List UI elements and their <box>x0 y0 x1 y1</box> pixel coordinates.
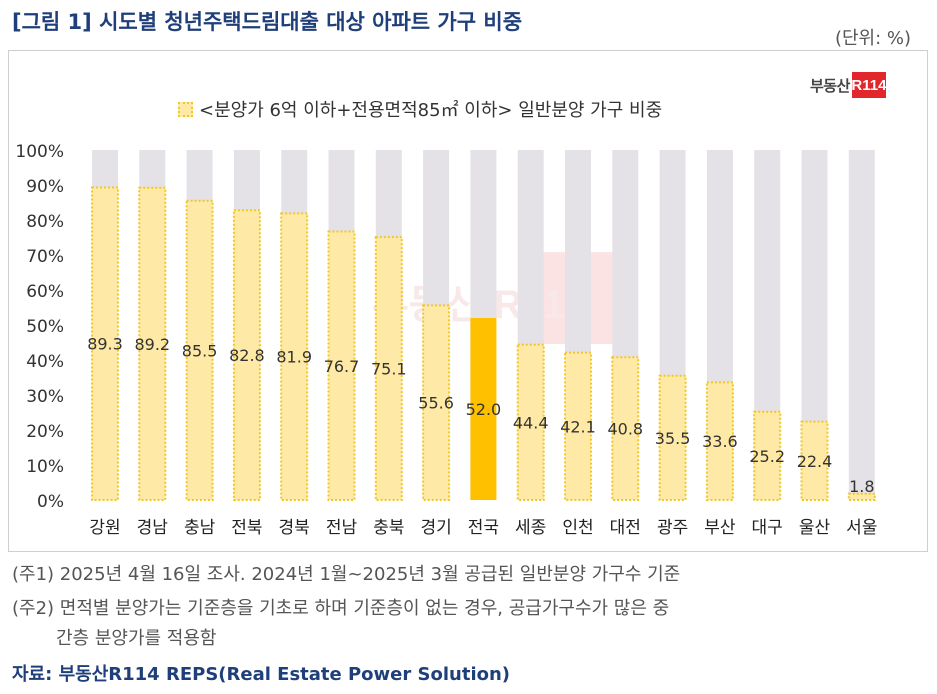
data-label: 33.6 <box>702 432 738 451</box>
data-label: 81.9 <box>276 348 312 367</box>
background-bar <box>848 150 875 500</box>
data-label: 89.2 <box>134 335 170 354</box>
y-tick-label: 60% <box>26 282 64 302</box>
x-tick-label: 세종 <box>515 518 546 538</box>
y-tick-label: 100% <box>15 142 64 162</box>
bar <box>658 374 687 501</box>
bar <box>422 304 451 501</box>
x-axis: 강원 경남 충남 전북 경북 전남 충북 경기 전국 세종 인천 대전 광주 부산 대구 울산 서울 <box>89 518 877 538</box>
x-tick-label: 충남 <box>184 518 216 538</box>
y-tick-label: 50% <box>26 317 64 337</box>
source-credit: 자료: 부동산R114 REPS(Real Estate Power Solut… <box>12 664 511 685</box>
data-label: 44.4 <box>513 413 549 432</box>
bars-group: 89.3 89.2 85.5 82.8 81.9 76.7 75.1 55.6 52.0 44.4… <box>87 150 876 502</box>
x-tick-label: 광주 <box>657 518 688 538</box>
x-tick-label: 충북 <box>373 518 404 538</box>
bar <box>327 230 356 502</box>
x-tick-label: 대전 <box>610 518 641 538</box>
data-label: 42.1 <box>560 417 596 436</box>
logo-text: 부동산 <box>810 76 850 95</box>
bar <box>91 186 119 501</box>
data-label: 85.5 <box>182 341 218 360</box>
x-tick-label: 강원 <box>89 518 120 538</box>
data-label: 1.8 <box>849 477 874 496</box>
x-tick-label: 경북 <box>279 518 310 538</box>
legend: <분양가 6억 이하+전용면적85㎡ 이하> 일반분양 가구 비중 <box>178 96 662 122</box>
x-tick-label: 전국 <box>468 518 499 538</box>
bar <box>280 212 309 501</box>
y-tick-label: 20% <box>26 422 64 442</box>
bar <box>753 410 782 501</box>
data-label: 35.5 <box>655 429 691 448</box>
x-tick-label: 전남 <box>326 518 358 538</box>
bar <box>138 186 167 502</box>
bar <box>611 356 640 502</box>
x-tick-label: 울산 <box>799 518 831 538</box>
data-label: 76.7 <box>324 357 360 376</box>
data-label: 40.8 <box>607 420 643 439</box>
brand-logo: 부동산 R114 <box>810 72 886 98</box>
bar-highlight <box>470 318 497 500</box>
x-tick-label: 서울 <box>846 518 877 538</box>
y-tick-label: 40% <box>26 352 64 372</box>
y-tick-label: 90% <box>26 177 64 197</box>
y-tick-label: 0% <box>37 492 64 512</box>
x-tick-label: 부산 <box>704 518 736 538</box>
x-tick-label: 인천 <box>562 518 593 538</box>
x-tick-label: 경기 <box>420 518 451 538</box>
figure-title: [그림 1] 시도별 청년주택드림대출 대상 아파트 가구 비중 <box>12 10 523 34</box>
logo-box: R114 <box>851 72 886 98</box>
unit-label: (단위: %) <box>834 28 911 49</box>
legend-swatch <box>178 101 193 117</box>
data-label: 22.4 <box>797 452 833 471</box>
bar <box>232 209 261 501</box>
bar <box>516 343 545 501</box>
data-label: 89.3 <box>87 335 123 354</box>
data-label: 55.6 <box>418 394 454 413</box>
x-tick-label: 대구 <box>752 518 783 538</box>
note-2-continued: 간층 분양가를 적용함 <box>56 628 217 649</box>
bar <box>374 236 403 501</box>
data-label: 75.1 <box>371 360 407 379</box>
y-tick-label: 80% <box>26 212 64 232</box>
bar <box>705 381 734 501</box>
y-axis: 0% 10% 20% 30% 40% 50% 60% 70% 80% 90% 100% <box>15 142 64 512</box>
data-label: 25.2 <box>749 447 785 466</box>
legend-label: <분양가 6억 이하+전용면적85㎡ 이하> 일반분양 가구 비중 <box>199 100 663 121</box>
data-label: 82.8 <box>229 346 265 365</box>
y-tick-label: 10% <box>26 457 64 477</box>
bar <box>847 492 876 502</box>
note-1: (주1) 2025년 4월 16일 조사. 2024년 1월~2025년 3월 … <box>12 564 681 585</box>
bar <box>564 351 592 501</box>
y-tick-label: 30% <box>26 387 64 407</box>
bar <box>800 420 829 502</box>
bar <box>185 199 214 501</box>
data-label: 52.0 <box>466 400 502 419</box>
note-2: (주2) 면적별 분양가는 기준층을 기초로 하며 기준층이 없는 경우, 공급… <box>12 598 670 619</box>
y-tick-label: 70% <box>26 247 64 267</box>
x-tick-label: 전북 <box>231 518 262 538</box>
x-tick-label: 경남 <box>137 518 169 538</box>
